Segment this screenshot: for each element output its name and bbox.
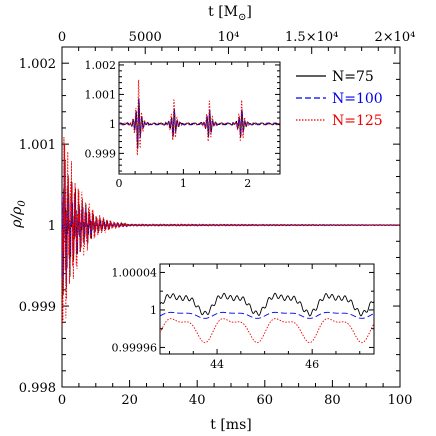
- x-tick-label: 80: [324, 393, 341, 408]
- top-tick-label: 5000: [129, 30, 162, 45]
- y-tick-label: 0.999: [19, 300, 56, 315]
- x-tick-label: 100: [388, 393, 413, 408]
- x-tick-label: 20: [121, 393, 138, 408]
- inset-lower-y-label: 1: [150, 304, 157, 317]
- inset-upper-ticks: 0 1 2 0.999 1 1.001 1.002: [85, 59, 281, 190]
- inset-lower: 44 46 0.99996 1 1.00004: [112, 263, 375, 371]
- inset-upper-x-label: 2: [244, 177, 251, 190]
- legend: N=75 N=100 N=125: [296, 69, 383, 129]
- top-tick-label: 2×10⁴: [374, 30, 415, 45]
- x-tick-label: 40: [189, 393, 206, 408]
- x-tick-label: 0: [58, 393, 66, 408]
- inset-upper-data: [118, 79, 281, 156]
- top-tick-label: 1.5×10⁴: [285, 30, 338, 45]
- inset-upper: 0 1 2 0.999 1 1.001 1.002: [85, 59, 281, 190]
- inset-upper-x-label: 1: [180, 177, 187, 190]
- y-tick-label: 0.998: [19, 381, 56, 396]
- inset-upper-y-label: 1.001: [85, 88, 117, 101]
- inset-upper-y-label: 1.002: [85, 59, 117, 72]
- inset-upper-series-N=125: [118, 79, 281, 156]
- top-tick-label: 10⁴: [218, 30, 240, 45]
- legend-label: N=75: [332, 69, 374, 85]
- inset-lower-x-label: 46: [305, 358, 319, 371]
- inset-upper-series-N=75: [118, 98, 281, 150]
- inset-lower-series-N=75: [159, 292, 375, 317]
- inset-lower-y-label: 1.00004: [112, 266, 158, 279]
- inset-lower-ticks: 44 46 0.99996 1 1.00004: [112, 264, 374, 371]
- inset-lower-series-N=125: [159, 318, 375, 344]
- y-tick-label: 1.001: [19, 138, 56, 153]
- top-axis-label: t [M⊙]: [208, 4, 252, 23]
- main-data: [61, 137, 401, 328]
- inset-upper-y-label: 1: [109, 118, 116, 131]
- main-series-N=125: [61, 137, 401, 328]
- inset-upper-frame: [118, 61, 281, 175]
- inset-lower-series-N=100: [159, 311, 375, 319]
- top-tick-label: 0: [58, 30, 66, 45]
- x-axis-label: t [ms]: [210, 417, 251, 433]
- inset-upper-x-label: 0: [116, 177, 123, 190]
- legend-label: N=100: [332, 91, 383, 107]
- legend-label: N=125: [332, 113, 383, 129]
- y-tick-label: 1.002: [19, 57, 56, 72]
- x-tick-label: 60: [257, 393, 274, 408]
- y-tick-label: 1: [48, 219, 56, 234]
- inset-lower-data: [159, 292, 375, 344]
- inset-lower-frame: [159, 263, 375, 355]
- inset-lower-x-label: 44: [210, 358, 224, 371]
- inset-upper-y-label: 0.999: [85, 147, 117, 160]
- inset-lower-y-label: 0.99996: [112, 341, 158, 354]
- y-axis-label: ρ/ρ0: [9, 200, 28, 229]
